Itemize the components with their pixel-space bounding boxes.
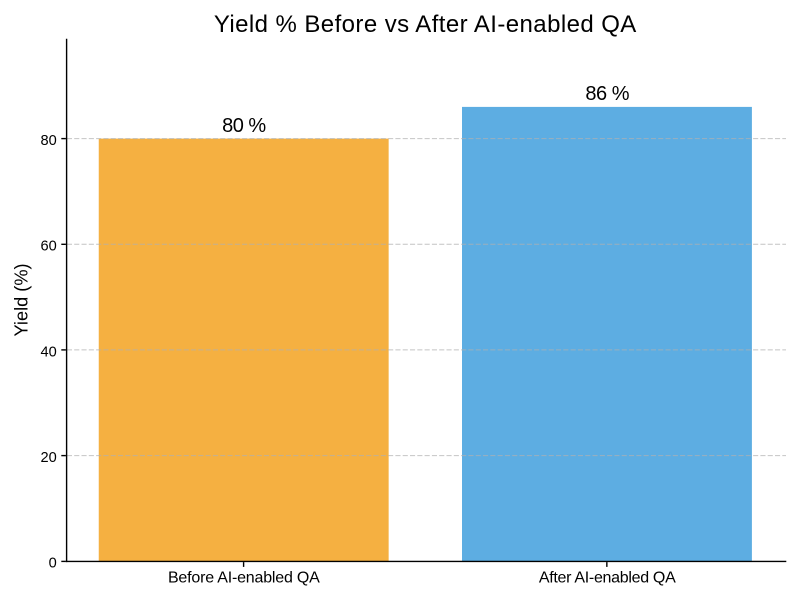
svg-text:80: 80 [40, 133, 56, 149]
svg-text:80 %: 80 % [222, 115, 266, 137]
svg-text:After AI-enabled QA: After AI-enabled QA [539, 570, 676, 587]
svg-text:Yield (%): Yield (%) [12, 263, 32, 336]
svg-text:Yield % Before vs After AI-ena: Yield % Before vs After AI-enabled QA [214, 11, 637, 38]
svg-text:Before AI-enabled QA: Before AI-enabled QA [168, 570, 320, 587]
svg-text:86 %: 86 % [585, 83, 629, 105]
svg-text:60: 60 [40, 239, 56, 255]
svg-text:0: 0 [49, 556, 57, 572]
svg-text:20: 20 [40, 450, 56, 466]
svg-text:40: 40 [40, 344, 56, 360]
